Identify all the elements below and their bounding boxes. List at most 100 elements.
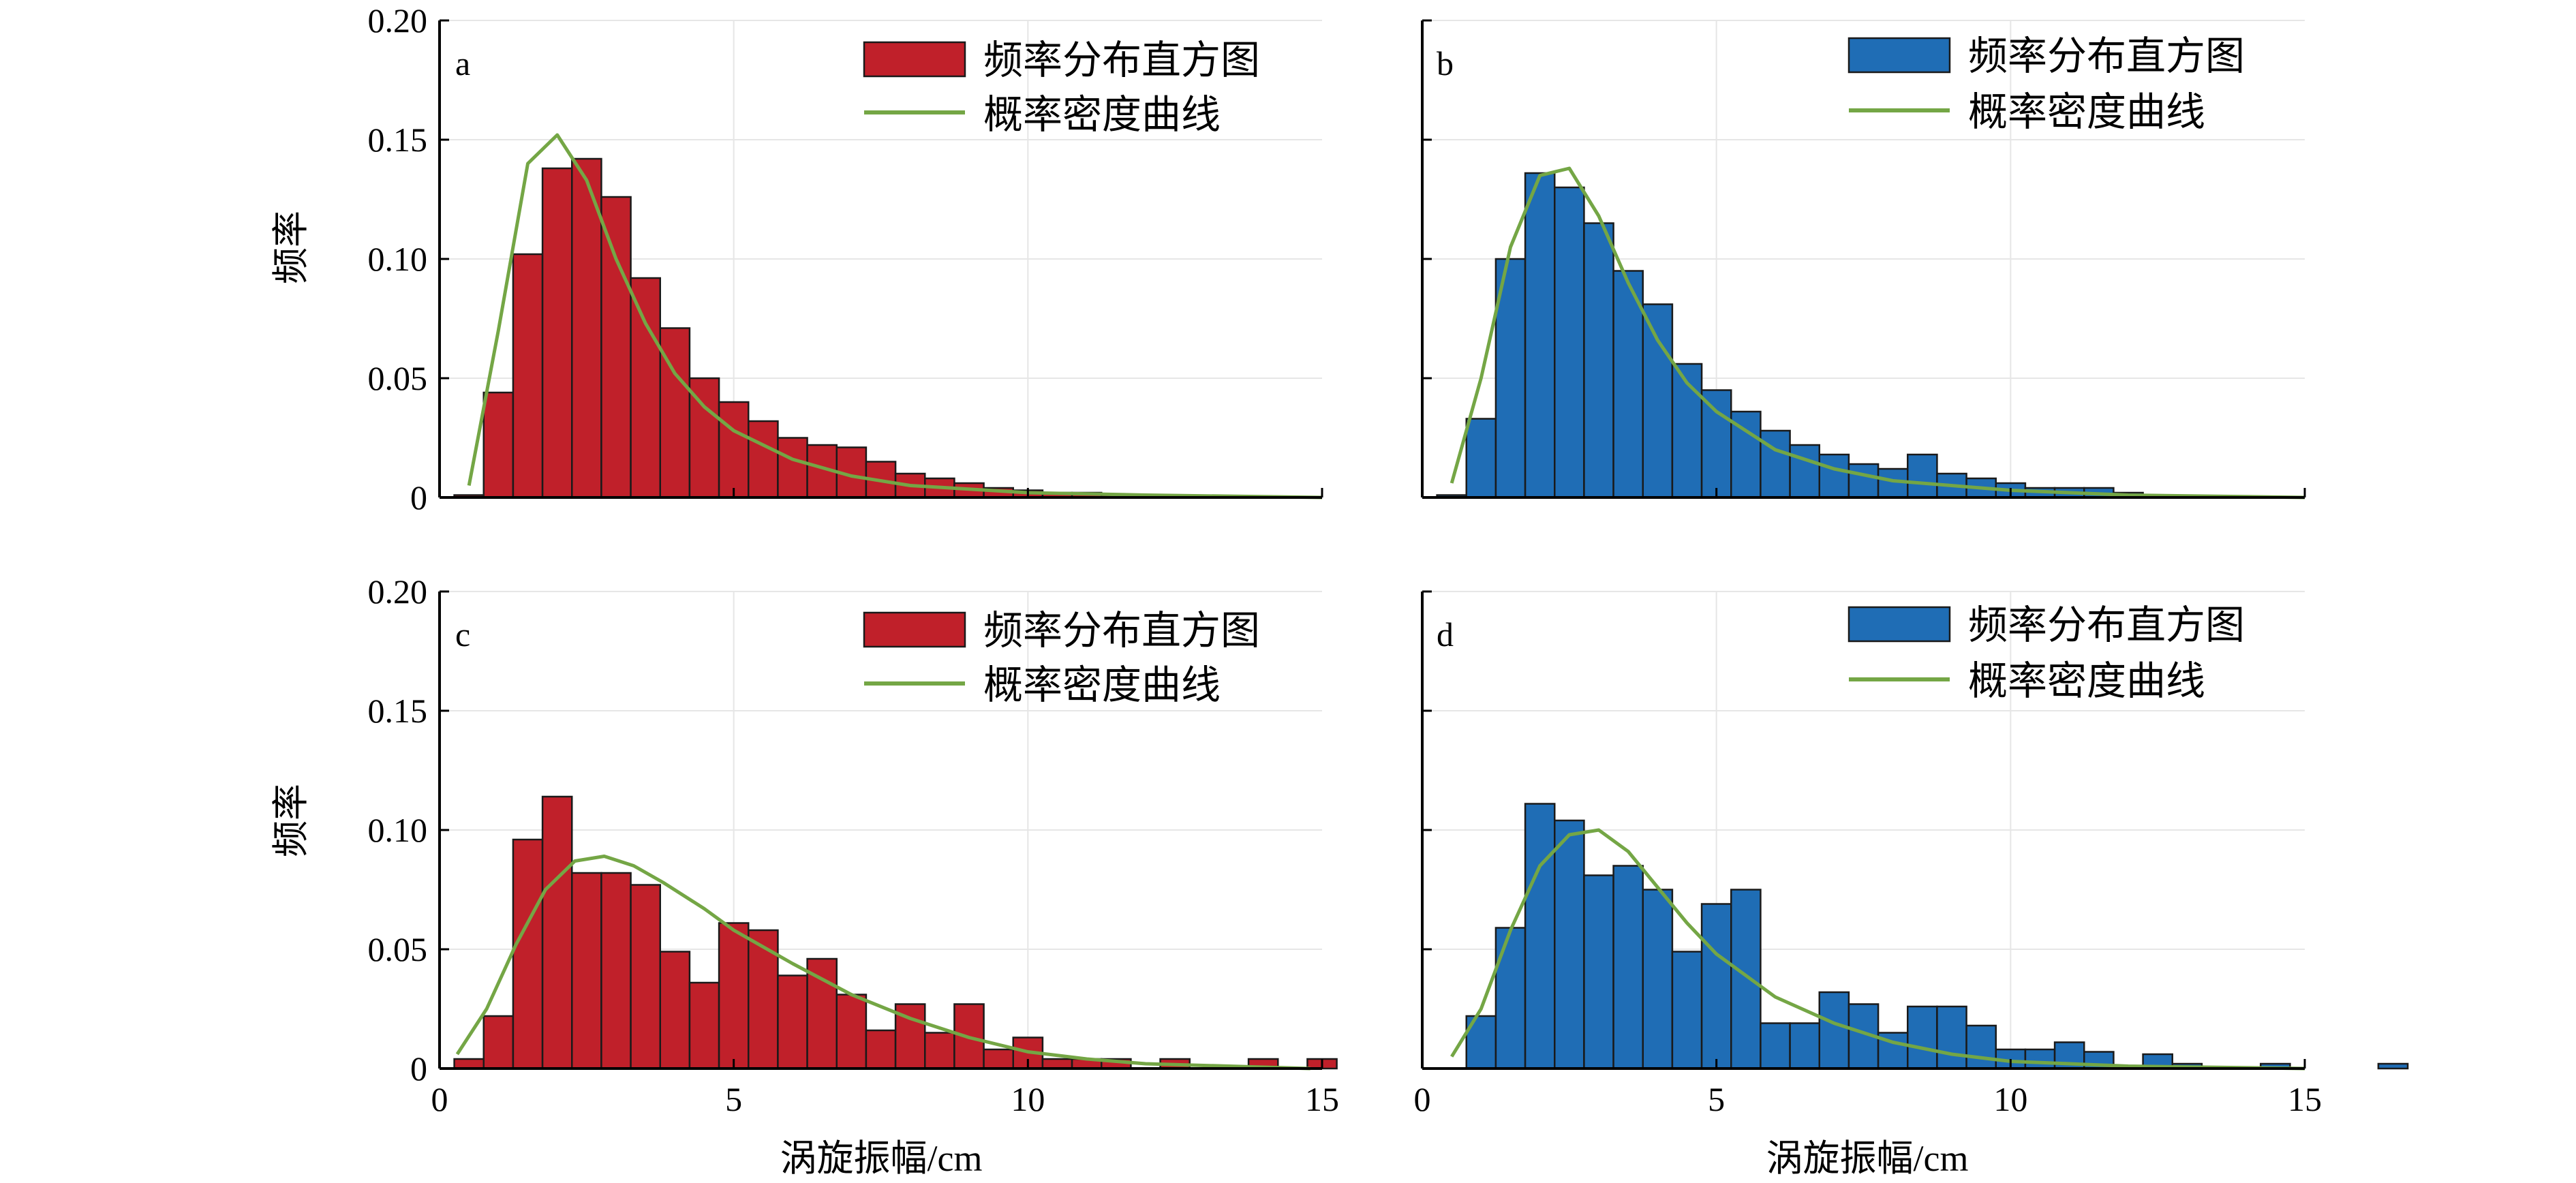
x-tick-label: 10 — [1011, 1080, 1045, 1118]
panel-a: 0 0.05 0.10 0.15 0.20 a 频率分布直方图 概率密度曲线 频率 — [271, 1, 1323, 517]
panel-b: b 频率分布直方图 概率密度曲线 — [1421, 19, 2306, 500]
panel-label: c — [455, 615, 470, 654]
histogram-bar — [1041, 1058, 1073, 1070]
y-tick-label: 0 — [410, 478, 427, 517]
histogram-bar — [630, 884, 661, 1070]
histogram-bar — [1612, 865, 1644, 1070]
x-axis-label: 涡旋振幅/cm — [780, 1138, 983, 1179]
x-tick-label: 15 — [2288, 1080, 2322, 1118]
histogram-bar — [1965, 1024, 1997, 1070]
legend-hist-swatch — [863, 41, 966, 78]
x-axis-label: 涡旋振幅/cm — [1766, 1138, 1969, 1179]
legend-hist-label: 频率分布直方图 — [983, 609, 1260, 653]
bars — [1465, 803, 2409, 1070]
grid — [1422, 591, 2305, 1069]
histogram-bar — [1554, 186, 1585, 499]
histogram-bar — [1494, 927, 1527, 1070]
legend-pdf-label: 概率密度曲线 — [1968, 659, 2205, 703]
histogram-bar — [1554, 819, 1585, 1070]
y-tick-label: 0.05 — [368, 359, 428, 397]
legend-hist-label: 频率分布直方图 — [1968, 34, 2245, 78]
histogram-bar — [541, 167, 573, 499]
histogram-bar — [2024, 1048, 2056, 1070]
panel-d: 0 5 10 15 d 频率分布直方图 概率密度曲线 涡旋振幅/cm — [1414, 590, 2409, 1179]
histogram-bar — [1465, 418, 1497, 499]
histogram-bar — [1612, 270, 1644, 499]
panel-c: 0 0.05 0.10 0.15 0.20 0 5 10 15 c 频率分布直方图 概率密度曲线… — [271, 572, 1339, 1179]
histogram-bar — [718, 401, 750, 499]
histogram-bar — [600, 196, 632, 499]
histogram-bar — [1494, 258, 1527, 499]
histogram-bar — [924, 1032, 955, 1070]
histogram-bar — [453, 1058, 485, 1070]
legend-hist-swatch — [863, 611, 966, 648]
y-tick-label: 0.10 — [368, 811, 428, 849]
bars — [453, 157, 1161, 499]
histogram-bar — [777, 437, 808, 499]
histogram-bar — [600, 872, 632, 1070]
histogram-bar — [1760, 429, 1791, 499]
histogram-bar — [630, 277, 661, 499]
histogram-bar — [718, 922, 750, 1070]
histogram-bar — [1847, 463, 1880, 499]
bars — [1436, 172, 2144, 499]
panel-label: b — [1437, 44, 1454, 82]
histogram-bar — [865, 1029, 897, 1070]
histogram-bar — [1818, 453, 1850, 499]
x-tick-label: 5 — [1708, 1080, 1725, 1118]
legend-pdf-label: 概率密度曲线 — [1968, 90, 2205, 134]
pdf-curve — [467, 133, 1323, 500]
histogram-bar — [1583, 874, 1614, 1070]
histogram-bar — [1907, 1005, 1938, 1070]
histogram-bar — [1700, 389, 1732, 499]
histogram-bar — [1642, 889, 1674, 1070]
axes: 0 5 10 15 — [1414, 590, 2322, 1118]
x-tick-label: 0 — [1414, 1080, 1431, 1118]
histogram-bar — [688, 981, 720, 1070]
legend-hist-label: 频率分布直方图 — [1968, 603, 2245, 647]
histogram-bar — [482, 391, 515, 499]
axes — [1421, 19, 2306, 499]
histogram-bar — [1907, 453, 1938, 499]
histogram-bar — [2377, 1062, 2409, 1070]
legend-pdf-label: 概率密度曲线 — [983, 663, 1221, 707]
y-tick-label: 0.15 — [368, 692, 428, 730]
histogram-bar — [1524, 172, 1556, 499]
legend: 频率分布直方图 概率密度曲线 — [1847, 603, 2245, 703]
y-axis-label: 频率 — [271, 784, 311, 857]
pdf-curve — [455, 855, 1310, 1071]
x-tick-label: 0 — [431, 1080, 448, 1118]
x-tick-label: 5 — [725, 1080, 742, 1118]
histogram-bar — [1671, 951, 1703, 1070]
histogram-bar — [983, 1048, 1015, 1070]
panel-label: a — [455, 44, 470, 82]
histogram-bar — [1818, 991, 1850, 1070]
histogram-bar — [482, 1015, 515, 1070]
y-axis-label: 频率 — [271, 211, 311, 284]
pdf-curve — [1450, 166, 2305, 500]
histogram-bar — [1730, 889, 1762, 1070]
histogram-bar — [1642, 303, 1674, 499]
pdf-curve — [1450, 828, 2305, 1071]
legend: 频率分布直方图 概率密度曲线 — [863, 38, 1260, 137]
legend-hist-swatch — [1847, 37, 1951, 74]
histogram-bar — [659, 951, 691, 1070]
y-tick-label: 0.10 — [368, 240, 428, 278]
legend: 频率分布直方图 概率密度曲线 — [863, 609, 1260, 707]
histogram-bar — [571, 872, 602, 1070]
histogram-bar — [1700, 903, 1732, 1070]
x-tick-label: 10 — [1993, 1080, 2027, 1118]
histogram-bar — [1583, 222, 1614, 499]
legend-pdf-label: 概率密度曲线 — [983, 93, 1221, 137]
panel-label: d — [1437, 615, 1454, 654]
y-tick-label: 0.20 — [368, 572, 428, 611]
y-tick-label: 0 — [410, 1049, 427, 1088]
legend-hist-label: 频率分布直方图 — [983, 38, 1260, 82]
x-tick-label: 15 — [1305, 1080, 1339, 1118]
histogram-bar — [512, 838, 544, 1070]
legend-hist-swatch — [1847, 606, 1951, 643]
axes: 0 0.05 0.10 0.15 0.20 — [368, 1, 1323, 517]
legend: 频率分布直方图 概率密度曲线 — [1847, 34, 2245, 134]
histogram-bar — [1524, 803, 1556, 1070]
